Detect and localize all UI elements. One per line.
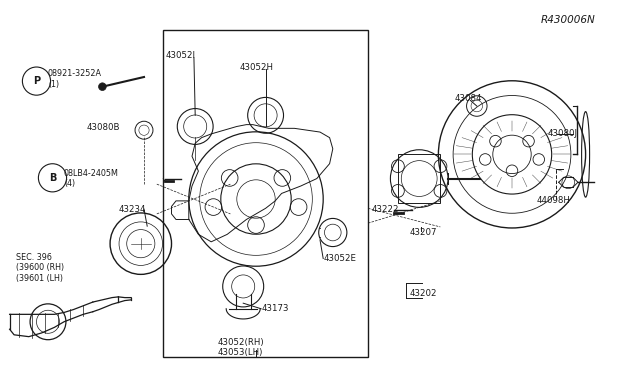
Bar bbox=[398, 154, 440, 203]
Text: 43080J: 43080J bbox=[547, 129, 577, 138]
Text: P: P bbox=[33, 76, 40, 86]
Text: 43052I: 43052I bbox=[165, 51, 195, 60]
Text: 44098H: 44098H bbox=[536, 196, 570, 205]
Text: 43080B: 43080B bbox=[86, 124, 120, 132]
Text: 43173: 43173 bbox=[261, 304, 289, 313]
Circle shape bbox=[99, 83, 106, 90]
Text: 43207: 43207 bbox=[410, 228, 437, 237]
Text: 43222: 43222 bbox=[371, 205, 399, 214]
Text: 43052(RH)
43053(LH): 43052(RH) 43053(LH) bbox=[218, 338, 264, 357]
Text: SEC. 396
(39600 (RH)
(39601 (LH): SEC. 396 (39600 (RH) (39601 (LH) bbox=[16, 253, 64, 283]
Text: 43084: 43084 bbox=[454, 94, 482, 103]
Text: 43052E: 43052E bbox=[323, 254, 356, 263]
Text: R430006N: R430006N bbox=[541, 16, 596, 25]
Text: 43202: 43202 bbox=[410, 289, 437, 298]
Text: 43234: 43234 bbox=[118, 205, 146, 214]
Text: 08921-3252A
(1): 08921-3252A (1) bbox=[48, 69, 102, 89]
Text: 43052H: 43052H bbox=[240, 63, 274, 72]
Text: 08LB4-2405M
(4): 08LB4-2405M (4) bbox=[64, 169, 119, 188]
Bar bbox=[163, 30, 368, 357]
Text: B: B bbox=[49, 173, 56, 183]
